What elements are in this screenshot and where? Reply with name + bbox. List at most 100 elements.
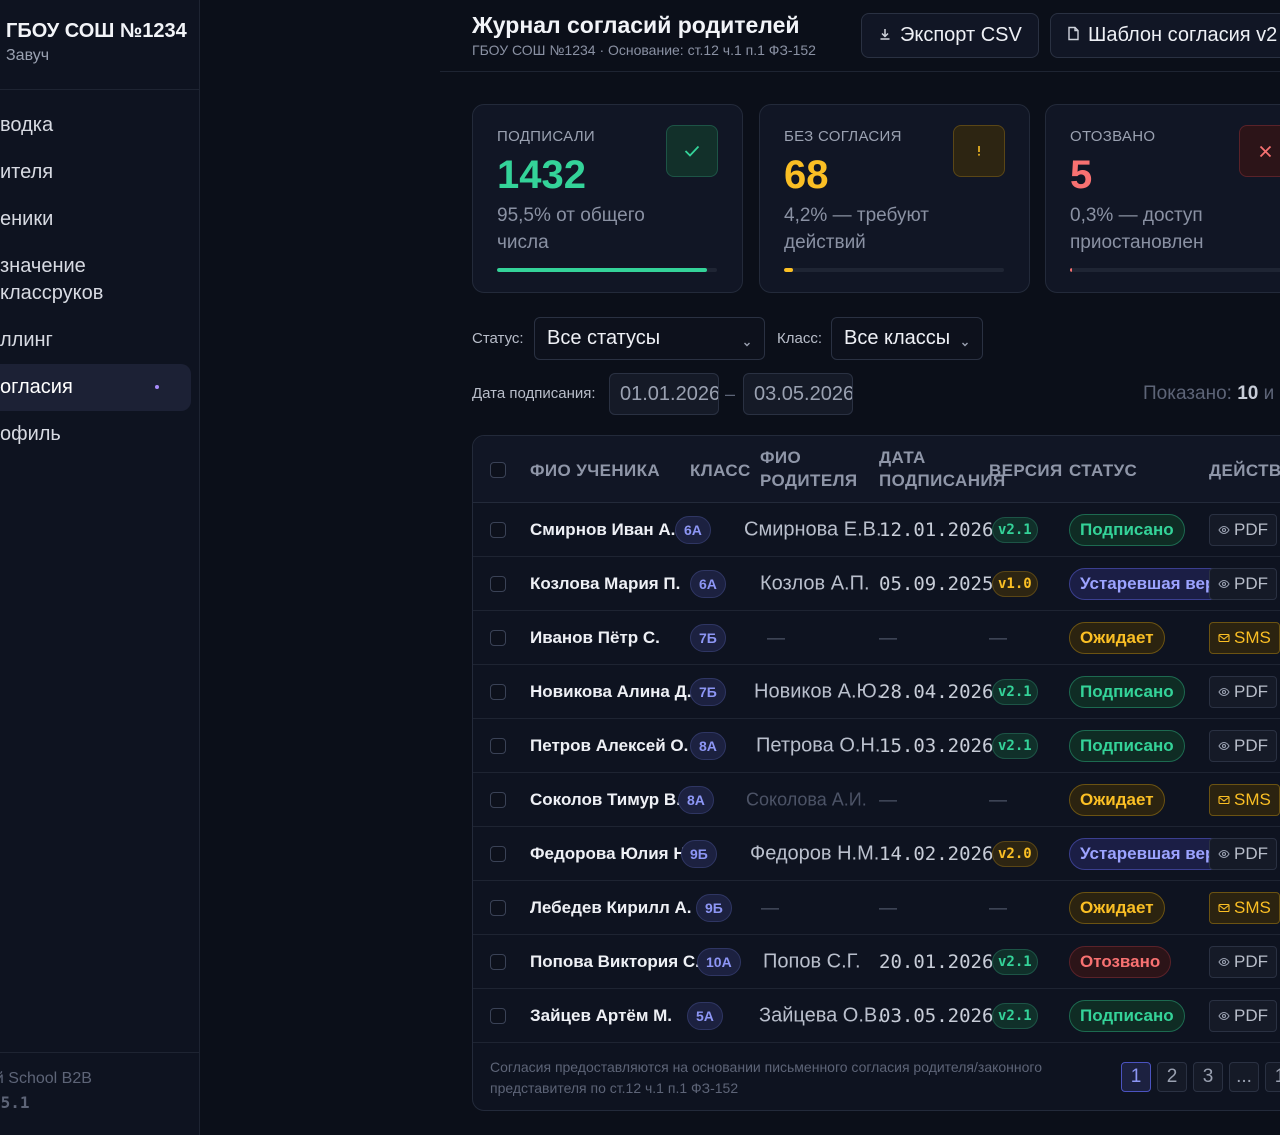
action-label: PDF	[1234, 1005, 1268, 1025]
page-button-last[interactable]: 1	[1265, 1062, 1280, 1092]
view-pdf-button[interactable]: PDF	[1209, 675, 1277, 708]
row-checkbox[interactable]	[490, 954, 506, 970]
version-badge: v2.1	[992, 948, 1038, 975]
column-header-status[interactable]: СТАТУС	[1069, 461, 1138, 480]
row-checkbox[interactable]	[490, 738, 506, 754]
document-icon	[1067, 24, 1088, 47]
action-label: SMS	[1234, 627, 1271, 647]
sidebar-nav: водка ителя еники значение классруков лл…	[0, 102, 199, 458]
send-sms-button[interactable]: SMS	[1209, 783, 1280, 816]
row-checkbox[interactable]	[490, 1008, 506, 1024]
date-range-dash: –	[725, 384, 736, 404]
row-checkbox[interactable]	[490, 630, 506, 646]
sidebar-item-profile[interactable]: офиль	[0, 423, 61, 445]
status-filter-select[interactable]: Все статусы	[534, 317, 765, 360]
class-badge: 7Б	[690, 623, 726, 652]
table-row[interactable]: Федорова Юлия Н. 9Б Федоров Н.М. 14.02.2026…	[473, 827, 1280, 881]
close-icon	[1239, 125, 1280, 177]
parent-name: Смирнова Е.В.	[744, 518, 882, 540]
user-role: Завуч	[6, 47, 50, 64]
date-filter-label: Дата подписания:	[472, 385, 596, 402]
select-all-checkbox[interactable]	[490, 462, 506, 478]
status-badge: Ожидает	[1069, 783, 1165, 816]
view-pdf-button[interactable]: PDF	[1209, 999, 1277, 1032]
page-ellipsis[interactable]: ...	[1229, 1062, 1259, 1092]
sidebar-item-teachers[interactable]: ителя	[0, 161, 54, 183]
eye-icon	[1218, 520, 1234, 540]
student-name: Попова Виктория С.	[530, 951, 700, 971]
view-pdf-button[interactable]: PDF	[1209, 567, 1277, 600]
eye-icon	[1218, 844, 1234, 864]
active-indicator-dot	[155, 385, 159, 389]
version-badge: v2.1	[992, 516, 1038, 543]
parent-name: Соколова А.И.	[746, 789, 867, 809]
sidebar-item-summary[interactable]: водка	[0, 114, 54, 136]
action-label: SMS	[1234, 897, 1271, 917]
row-checkbox[interactable]	[490, 522, 506, 538]
row-checkbox[interactable]	[490, 684, 506, 700]
column-header-date[interactable]: ДАТА ПОДПИСАНИЯ	[879, 448, 1006, 490]
mail-icon	[1218, 628, 1234, 648]
table-row[interactable]: Новикова Алина Д. 7Б Новиков А.Ю. 28.04.202…	[473, 665, 1280, 719]
consents-table: ФИО УЧЕНИКА КЛАСС ФИО РОДИТЕЛЯ ДАТА ПОДП…	[472, 435, 1280, 1111]
consent-template-button[interactable]: Шаблон согласия v2	[1050, 13, 1280, 58]
row-checkbox[interactable]	[490, 846, 506, 862]
send-sms-button[interactable]: SMS	[1209, 621, 1280, 654]
view-pdf-button[interactable]: PDF	[1209, 945, 1277, 978]
row-checkbox[interactable]	[490, 576, 506, 592]
table-row[interactable]: Попова Виктория С. 10А Попов С.Г. 20.01.202…	[473, 935, 1280, 989]
stat-description: 4,2% — требуют действий	[784, 205, 929, 253]
signed-date: 20.01.2026	[879, 950, 994, 973]
school-name: ГБОУ СОШ №1234	[6, 20, 187, 42]
table-row[interactable]: Петров Алексей О. 8А Петрова О.Н. 15.03.202…	[473, 719, 1280, 773]
class-badge: 5А	[687, 1001, 723, 1030]
sidebar-item-class-teachers[interactable]: значение классруков	[0, 255, 104, 304]
page-button-1[interactable]: 1	[1121, 1062, 1151, 1092]
stat-label: ОТОЗВАНО	[1070, 128, 1156, 145]
shown-count: 10	[1237, 383, 1259, 404]
student-name: Иванов Пётр С.	[530, 627, 660, 647]
date-from-input[interactable]: 01.01.2026	[609, 373, 719, 415]
class-badge: 9Б	[681, 839, 717, 868]
send-sms-button[interactable]: SMS	[1209, 891, 1280, 924]
version-badge: v2.1	[992, 732, 1038, 759]
sidebar-item-label: огласия	[0, 376, 73, 398]
eye-icon	[1218, 1006, 1234, 1026]
view-pdf-button[interactable]: PDF	[1209, 729, 1277, 762]
column-header-version[interactable]: ВЕРСИЯ	[989, 461, 1063, 480]
table-row[interactable]: Лебедев Кирилл А. 9Б — — — Ожидает SMS	[473, 881, 1280, 935]
column-header-parent[interactable]: ФИО РОДИТЕЛЯ	[760, 448, 858, 490]
class-filter-select[interactable]: Все классы	[831, 317, 983, 360]
date-to-input[interactable]: 03.05.2026	[743, 373, 853, 415]
column-header-student[interactable]: ФИО УЧЕНИКА	[530, 461, 661, 480]
action-label: PDF	[1234, 951, 1268, 971]
table-row[interactable]: Зайцев Артём М. 5А Зайцева О.В. 03.05.2026 v…	[473, 989, 1280, 1043]
student-name: Петров Алексей О.	[530, 735, 689, 755]
view-pdf-button[interactable]: PDF	[1209, 513, 1277, 546]
parent-name: Петрова О.Н.	[756, 734, 881, 756]
column-header-class[interactable]: КЛАСС	[690, 461, 751, 480]
table-row[interactable]: Смирнов Иван А. 6А Смирнова Е.В. 12.01.2026…	[473, 503, 1280, 557]
sidebar-footer: ой School B2B .5.1	[0, 1068, 92, 1116]
row-checkbox[interactable]	[490, 792, 506, 808]
sidebar-item-students[interactable]: еники	[0, 208, 54, 230]
sidebar-item-consents[interactable]: огласия	[0, 364, 191, 411]
status-badge: Подписано	[1069, 999, 1185, 1032]
status-filter-value: Все статусы	[547, 327, 661, 349]
sidebar-item-billing[interactable]: ллинг	[0, 329, 53, 351]
version-badge: v2.1	[992, 1002, 1038, 1029]
row-checkbox[interactable]	[490, 900, 506, 916]
export-csv-button[interactable]: Экспорт CSV	[861, 13, 1039, 58]
eye-icon	[1218, 952, 1234, 972]
status-badge: Подписано	[1069, 513, 1185, 546]
page-button-2[interactable]: 2	[1157, 1062, 1187, 1092]
table-row[interactable]: Козлова Мария П. 6А Козлов А.П. 05.09.2025 v…	[473, 557, 1280, 611]
table-row[interactable]: Соколов Тимур В. 8А Соколова А.И. — — Ожидает…	[473, 773, 1280, 827]
status-filter-label: Статус:	[472, 330, 524, 347]
view-pdf-button[interactable]: PDF	[1209, 837, 1277, 870]
class-badge: 9Б	[696, 893, 732, 922]
table-row[interactable]: Иванов Пётр С. 7Б — — — Ожидает SMS	[473, 611, 1280, 665]
page-button-3[interactable]: 3	[1193, 1062, 1223, 1092]
chevron-down-icon	[742, 332, 752, 355]
version-badge: v1.0	[992, 570, 1038, 597]
